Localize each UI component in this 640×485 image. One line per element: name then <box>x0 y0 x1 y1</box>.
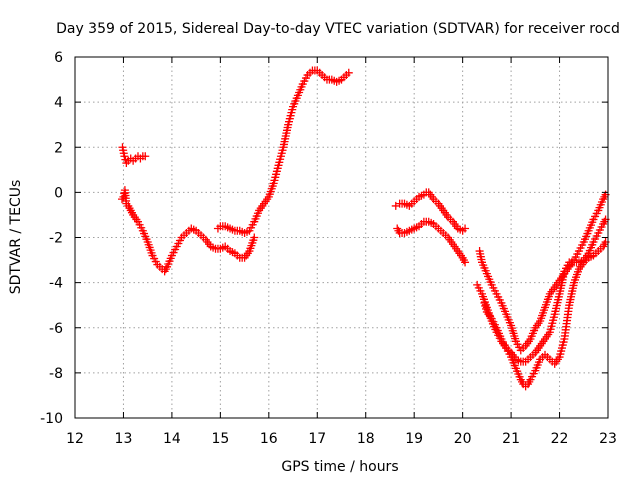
data-point-plus <box>344 68 353 77</box>
y-tick-label: -2 <box>49 231 63 247</box>
x-tick-label: 15 <box>211 431 229 447</box>
data-point-plus <box>141 152 150 161</box>
data-point-plus <box>461 224 470 233</box>
series-arc-a <box>118 143 150 168</box>
y-tick-label: 2 <box>54 140 63 156</box>
x-tick-label: 14 <box>163 431 181 447</box>
y-tick-label: 4 <box>54 95 63 111</box>
x-tick-label: 22 <box>551 431 569 447</box>
y-tick-label: -6 <box>49 321 63 337</box>
data-point-plus <box>120 152 129 161</box>
x-tick-label: 19 <box>405 431 423 447</box>
data-layer <box>118 66 610 391</box>
x-tick-label: 21 <box>502 431 520 447</box>
series-arc-f <box>475 190 610 355</box>
y-tick-label: -8 <box>49 366 63 382</box>
x-tick-label: 20 <box>454 431 472 447</box>
x-tick-label: 12 <box>66 431 84 447</box>
series-arc-c <box>213 66 353 237</box>
x-tick-label: 13 <box>115 431 133 447</box>
x-axis-title: GPS time / hours <box>281 459 398 475</box>
x-tick-label: 18 <box>357 431 375 447</box>
data-point-plus <box>461 258 470 267</box>
x-tick-label: 23 <box>599 431 617 447</box>
series-arc-h <box>480 238 610 391</box>
data-point-plus <box>250 233 259 242</box>
y-tick-label: 0 <box>54 185 63 201</box>
series-arc-b <box>118 186 259 276</box>
y-tick-label: -4 <box>49 276 63 292</box>
chart-title: Day 359 of 2015, Sidereal Day-to-day VTE… <box>56 21 620 37</box>
x-tick-label: 17 <box>308 431 326 447</box>
y-tick-label: 6 <box>54 50 63 66</box>
series-arc-d <box>391 188 470 235</box>
series-arc-e <box>393 217 470 267</box>
tick-layer: 12 13 14 15 16 17 18 19 20 21 22 23 -10 -8 -6 -4 -2 0 2 4 6 <box>40 50 617 447</box>
x-tick-label: 16 <box>260 431 278 447</box>
grid-layer <box>75 57 608 418</box>
y-tick-label: -10 <box>40 411 63 427</box>
y-axis-title: SDTVAR / TECUs <box>8 180 24 295</box>
